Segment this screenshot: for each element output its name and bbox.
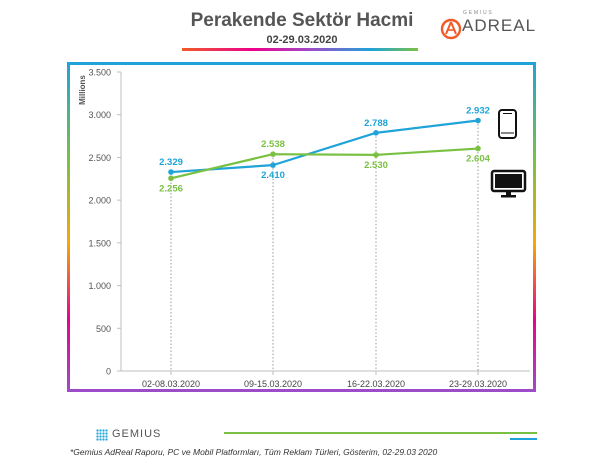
gemius-logo-text: GEMIUS	[112, 428, 162, 440]
y-tick-label: 3.000	[88, 110, 111, 120]
source-note: *Gemius AdReal Raporu, PC ve Mobil Platf…	[70, 447, 438, 457]
series-line	[170, 147, 479, 180]
data-point	[168, 169, 174, 175]
data-label: 2.410	[261, 170, 285, 181]
x-tick-label: 16-22.03.2020	[347, 379, 405, 389]
x-tick-label: 23-29.03.2020	[449, 379, 507, 389]
gemius-logo: GEMIUS	[96, 428, 166, 442]
adreal-logo-small-text: GEMIUS	[463, 10, 494, 16]
adreal-logo-text: ADREAL	[462, 16, 537, 35]
y-tick-label: 1.000	[88, 281, 111, 291]
data-label: 2.329	[159, 157, 183, 168]
data-point	[270, 162, 276, 168]
chart-subtitle: 02-29.03.2020	[266, 34, 338, 46]
data-label: 2.530	[364, 160, 388, 171]
footer-rule-green	[224, 432, 537, 434]
data-point	[373, 130, 379, 136]
y-tick-label: 1.500	[88, 238, 111, 248]
y-tick-label: 2.000	[88, 196, 111, 206]
data-point	[270, 151, 276, 157]
y-tick-label: 3.500	[88, 68, 111, 78]
data-point	[373, 152, 379, 158]
data-label: 2.604	[466, 154, 490, 165]
chart-title: Perakende Sektör Hacmi	[190, 10, 414, 31]
y-axis-title: Millions	[78, 75, 87, 105]
x-tick-label: 09-15.03.2020	[244, 379, 302, 389]
y-tick-label: 0	[106, 367, 111, 377]
x-tick-label: 02-08.03.2020	[142, 379, 200, 389]
data-label: 2.788	[364, 118, 388, 129]
data-label: 2.256	[159, 183, 183, 194]
data-label: 2.538	[261, 139, 285, 150]
data-point	[475, 117, 481, 124]
y-tick-label: 500	[96, 324, 111, 334]
adreal-logo-icon	[440, 18, 462, 40]
mobile-phone-icon	[498, 109, 517, 139]
chart-frame-top	[67, 62, 536, 65]
title-underline	[182, 48, 418, 51]
y-tick-label: 2.500	[88, 153, 111, 163]
data-label: 2.932	[466, 106, 490, 117]
series-line	[170, 119, 479, 174]
gemius-dots-icon	[96, 429, 108, 441]
footer-rule-blue	[510, 438, 537, 440]
data-point	[475, 145, 481, 152]
data-point	[168, 175, 174, 182]
chart-frame	[67, 62, 536, 392]
adreal-logo: GEMIUS ADREAL	[440, 10, 540, 46]
desktop-monitor-icon	[490, 169, 527, 198]
